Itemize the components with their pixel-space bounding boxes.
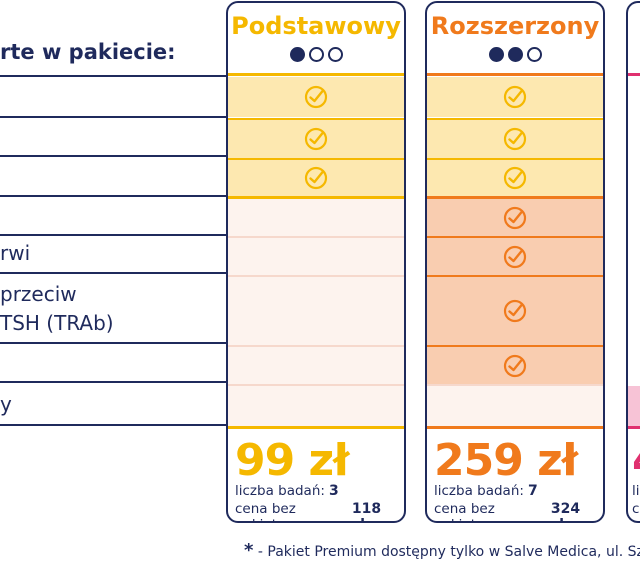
test-count-label: lic — [632, 483, 640, 499]
footnote-text: - Pakiet Premium dostępny tylko w Salve … — [257, 544, 640, 560]
price-without-package: cena bez pakietu: 118 zł — [235, 501, 398, 521]
included-cell — [427, 160, 603, 196]
test-count-label: liczba badań: — [434, 483, 524, 499]
row-divider — [0, 381, 226, 383]
level-dot-empty — [327, 47, 343, 62]
excluded-cell — [228, 347, 404, 384]
row-label: y — [0, 392, 12, 416]
level-dot-empty — [308, 47, 324, 62]
row-divider — [0, 75, 226, 77]
price-without-package: cena bez pakietu: 324 zł — [434, 501, 597, 521]
package-title: Rozszerzony — [430, 12, 600, 40]
check-icon — [503, 166, 527, 190]
included-cell — [427, 77, 603, 117]
test-count-value: 7 — [527, 483, 538, 499]
included-cell — [427, 238, 603, 275]
row-divider — [0, 342, 226, 344]
test-count-label: liczba badań: — [235, 483, 325, 499]
row-label: TSH (TRAb) — [0, 311, 114, 335]
package-column-premium-partial[interactable]: 4 lic c — [626, 1, 640, 523]
check-icon — [304, 127, 328, 151]
excluded-cell — [427, 386, 603, 426]
row-divider — [0, 424, 226, 426]
excluded-cell — [228, 386, 404, 426]
asterisk-icon: * — [244, 540, 254, 561]
package-price: 259 zł — [434, 435, 578, 486]
included-cell — [228, 160, 404, 196]
test-count: liczba badań: 3 — [235, 483, 398, 499]
check-icon — [503, 299, 527, 323]
level-dot-filled — [488, 47, 504, 62]
package-column-basic[interactable]: Podstawowy 99 zł liczba badań: 3 cena be… — [226, 1, 406, 523]
price-without-package-label: c — [632, 501, 640, 517]
excluded-cell — [228, 277, 404, 345]
level-dot-filled — [289, 47, 305, 62]
level-dot-filled — [507, 47, 523, 62]
included-cell — [427, 277, 603, 345]
check-icon — [503, 85, 527, 109]
check-icon — [304, 85, 328, 109]
row-label: rwi — [0, 241, 31, 265]
included-cell — [427, 120, 603, 158]
excluded-cell — [228, 238, 404, 275]
included-cell — [427, 199, 603, 236]
check-icon — [503, 206, 527, 229]
row-divider — [0, 195, 226, 197]
test-count: liczba badań: 7 — [434, 483, 597, 499]
package-column-extended[interactable]: Rozszerzony 259 zł liczba badań: 7 cena … — [425, 1, 605, 523]
footnote: * - Pakiet Premium dostępny tylko w Salv… — [244, 540, 640, 561]
package-price: 4 — [632, 435, 640, 486]
included-cell — [228, 77, 404, 117]
package-title: Podstawowy — [231, 12, 401, 40]
check-icon — [503, 127, 527, 151]
row-divider — [0, 272, 226, 274]
included-cell — [228, 120, 404, 158]
row-divider — [0, 155, 226, 157]
row-label: przeciw — [0, 282, 77, 306]
package-level-dots — [228, 47, 404, 62]
row-divider — [0, 116, 226, 118]
check-icon — [503, 245, 527, 268]
package-level-dots — [427, 47, 603, 62]
level-dot-empty — [526, 47, 542, 62]
included-cell — [427, 347, 603, 384]
check-icon — [304, 166, 328, 190]
row-divider — [0, 234, 226, 236]
price-without-package-value: 118 zł — [351, 501, 382, 521]
check-icon — [503, 354, 527, 377]
package-price: 99 zł — [235, 435, 349, 486]
price-without-package-value: 324 zł — [550, 501, 581, 521]
price-without-package-label: cena bez pakietu: — [434, 501, 495, 521]
price-without-package-label: cena bez pakietu: — [235, 501, 296, 521]
test-count-value: 3 — [328, 483, 339, 499]
excluded-cell — [228, 199, 404, 236]
header-left: rte w pakiecie: — [0, 40, 176, 64]
